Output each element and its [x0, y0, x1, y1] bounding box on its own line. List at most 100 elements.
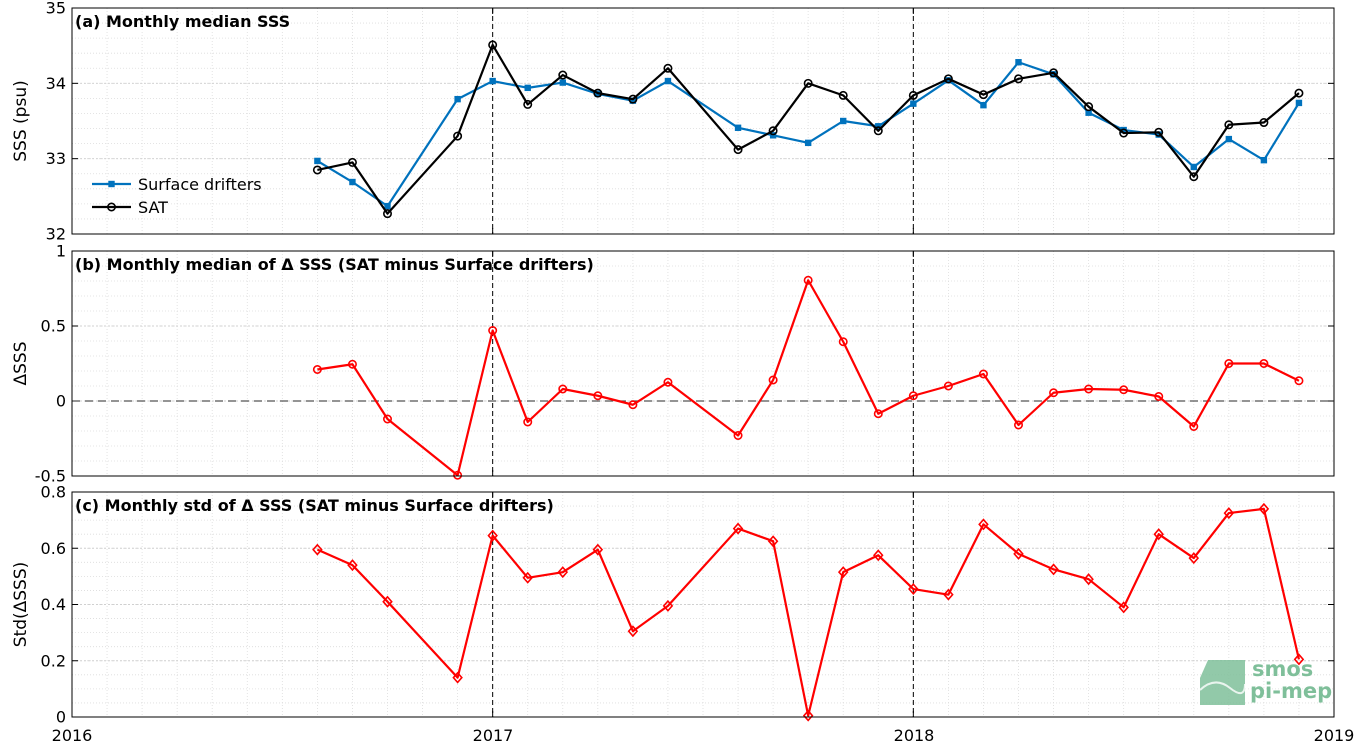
data-point	[1015, 59, 1022, 66]
data-point	[489, 77, 496, 85]
y-tick-label: 0	[56, 392, 66, 411]
data-point	[908, 391, 918, 401]
legend-label: SAT	[138, 198, 168, 217]
data-point	[1013, 547, 1024, 560]
data-point	[663, 63, 673, 73]
data-point	[1048, 563, 1059, 576]
data-point	[838, 337, 848, 347]
data-point	[767, 535, 779, 548]
data-point	[522, 571, 533, 584]
data-point	[838, 90, 848, 100]
data-point	[837, 566, 849, 579]
data-point	[1223, 507, 1235, 520]
plot-area	[72, 8, 1334, 234]
data-point	[1085, 109, 1092, 116]
data-point	[1155, 131, 1162, 138]
data-point	[945, 77, 952, 84]
data-point	[875, 123, 882, 130]
data-point	[523, 417, 533, 427]
data-point	[347, 559, 358, 572]
data-point	[1225, 135, 1233, 143]
data-point	[382, 414, 392, 424]
x-tick-label: 2016	[52, 726, 93, 745]
data-point	[664, 77, 672, 85]
data-point	[663, 377, 673, 387]
y-axis-label: SSS (psu)	[11, 80, 31, 161]
axes-frame	[71, 491, 1335, 718]
data-point	[452, 671, 463, 684]
data-point	[1224, 358, 1234, 368]
y-tick-label: 0.6	[41, 539, 66, 558]
data-point	[1084, 384, 1094, 394]
data-point	[980, 101, 987, 109]
data-point	[488, 40, 498, 50]
data-point	[662, 599, 674, 612]
data-point	[768, 375, 778, 385]
data-point	[314, 157, 321, 165]
y-axis-label: Std(ΔSSS)	[11, 562, 31, 648]
data-point	[557, 566, 569, 579]
chart-panel: 32 33 34 35 (a) Monthly median SSS SSS (psu) S…	[11, 0, 1335, 244]
y-tick-label: 0	[56, 708, 66, 727]
x-tick-label: 2018	[894, 726, 935, 745]
legend-label: Surface drifters	[138, 175, 262, 194]
data-point	[734, 124, 742, 131]
data-point	[1013, 74, 1023, 84]
y-tick-label: 34	[46, 74, 66, 93]
panel-title: (b) Monthly median of Δ SSS (SAT minus S…	[75, 255, 594, 274]
data-point	[382, 209, 392, 219]
data-point	[559, 79, 566, 86]
data-point	[1153, 528, 1164, 541]
logo-text-smos: smos	[1252, 657, 1313, 681]
data-point	[488, 325, 498, 335]
data-point	[487, 529, 498, 542]
data-point	[978, 369, 988, 379]
data-point	[733, 430, 743, 440]
data-point	[1049, 388, 1059, 398]
y-tick-label: 35	[46, 0, 66, 18]
data-point	[1084, 102, 1094, 112]
data-point	[1119, 128, 1129, 138]
data-point	[382, 595, 393, 608]
data-point	[803, 275, 813, 285]
data-point	[943, 74, 953, 84]
data-point	[1083, 573, 1094, 586]
data-point	[453, 131, 463, 141]
data-point	[454, 95, 461, 103]
data-point	[873, 409, 883, 419]
data-point	[1154, 127, 1164, 137]
data-point	[1259, 358, 1269, 368]
data-point	[910, 100, 917, 107]
data-point	[732, 522, 744, 535]
data-point	[628, 94, 638, 104]
data-point	[908, 583, 919, 596]
data-point	[943, 381, 953, 391]
data-point	[1224, 120, 1234, 130]
y-axis-label: ΔSSS	[11, 341, 31, 385]
data-point	[943, 588, 954, 601]
data-point	[1260, 156, 1268, 164]
data-point	[1189, 172, 1199, 182]
series-delta	[312, 275, 1304, 480]
y-tick-label: 0.5	[41, 317, 66, 336]
axes-frame	[71, 250, 1335, 477]
data-point	[873, 549, 884, 562]
chart-panel: 0 0.2 0.4 0.6 0.8 (c) Monthly std of Δ SSS (S…	[11, 483, 1335, 727]
data-point	[592, 543, 604, 556]
plot-area	[72, 251, 1334, 476]
data-point	[627, 625, 639, 638]
y-tick-label: 0.2	[41, 651, 66, 670]
data-point	[1189, 421, 1199, 431]
x-tick-labels: 2016 2017 2018 2019	[52, 726, 1355, 745]
data-point	[802, 709, 814, 722]
data-point	[1013, 420, 1023, 430]
data-point	[558, 384, 568, 394]
data-point	[908, 90, 918, 100]
data-point	[349, 178, 356, 186]
series-sat	[312, 40, 1304, 219]
data-point	[1294, 376, 1304, 386]
logo-text-pi-mep: pi-mep	[1250, 679, 1332, 703]
data-point	[1259, 118, 1269, 128]
data-point	[1294, 88, 1304, 98]
series-line	[317, 43, 1300, 215]
